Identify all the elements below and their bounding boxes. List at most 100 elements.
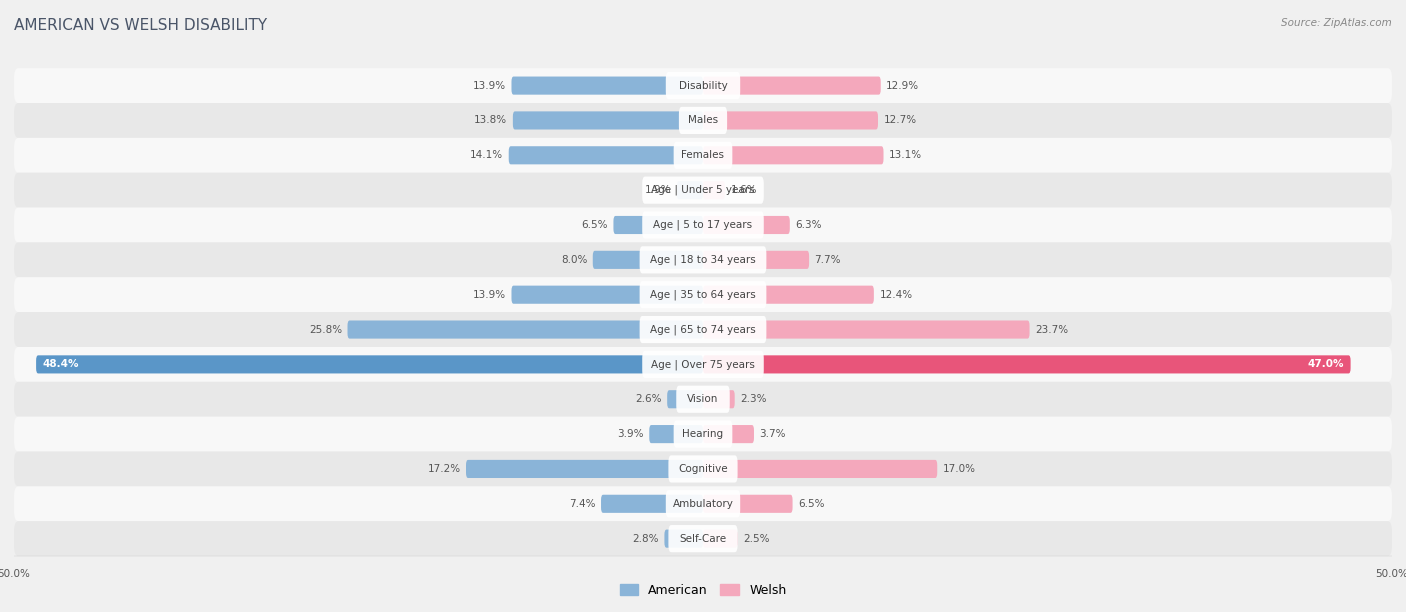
FancyBboxPatch shape [703,181,725,199]
FancyBboxPatch shape [513,111,703,130]
FancyBboxPatch shape [703,529,738,548]
Text: Cognitive: Cognitive [678,464,728,474]
Text: 13.1%: 13.1% [889,151,922,160]
FancyBboxPatch shape [679,107,727,134]
FancyBboxPatch shape [14,277,1392,312]
FancyBboxPatch shape [703,146,883,165]
FancyBboxPatch shape [703,216,790,234]
FancyBboxPatch shape [14,68,1392,103]
Text: Vision: Vision [688,394,718,405]
FancyBboxPatch shape [668,455,738,482]
FancyBboxPatch shape [347,321,703,338]
Text: 6.3%: 6.3% [796,220,823,230]
Text: 25.8%: 25.8% [309,324,342,335]
FancyBboxPatch shape [14,173,1392,207]
Text: Age | 35 to 64 years: Age | 35 to 64 years [650,289,756,300]
FancyBboxPatch shape [703,286,875,304]
FancyBboxPatch shape [673,420,733,448]
FancyBboxPatch shape [14,487,1392,521]
FancyBboxPatch shape [512,76,703,95]
Legend: American, Welsh: American, Welsh [614,579,792,602]
Text: AMERICAN VS WELSH DISABILITY: AMERICAN VS WELSH DISABILITY [14,18,267,34]
Text: 6.5%: 6.5% [582,220,607,230]
Text: Age | 5 to 17 years: Age | 5 to 17 years [654,220,752,230]
Text: 7.4%: 7.4% [569,499,596,509]
Text: 8.0%: 8.0% [561,255,588,265]
FancyBboxPatch shape [703,425,754,443]
Text: 2.3%: 2.3% [740,394,766,405]
Text: 1.6%: 1.6% [731,185,756,195]
Text: 2.8%: 2.8% [633,534,659,543]
Text: Females: Females [682,151,724,160]
Text: 23.7%: 23.7% [1035,324,1069,335]
Text: 12.4%: 12.4% [879,289,912,300]
Text: Age | 18 to 34 years: Age | 18 to 34 years [650,255,756,265]
Text: 7.7%: 7.7% [814,255,841,265]
FancyBboxPatch shape [643,351,763,378]
FancyBboxPatch shape [666,72,740,99]
FancyBboxPatch shape [14,207,1392,242]
FancyBboxPatch shape [673,142,733,169]
FancyBboxPatch shape [509,146,703,165]
FancyBboxPatch shape [643,176,763,204]
FancyBboxPatch shape [14,452,1392,487]
FancyBboxPatch shape [650,425,703,443]
Text: Age | Over 75 years: Age | Over 75 years [651,359,755,370]
Text: 17.2%: 17.2% [427,464,461,474]
Text: Ambulatory: Ambulatory [672,499,734,509]
FancyBboxPatch shape [14,242,1392,277]
FancyBboxPatch shape [14,103,1392,138]
FancyBboxPatch shape [703,494,793,513]
FancyBboxPatch shape [613,216,703,234]
Text: 47.0%: 47.0% [1308,359,1344,370]
FancyBboxPatch shape [640,246,766,274]
FancyBboxPatch shape [668,525,738,552]
FancyBboxPatch shape [703,321,1029,338]
FancyBboxPatch shape [668,390,703,408]
FancyBboxPatch shape [593,251,703,269]
FancyBboxPatch shape [14,417,1392,452]
FancyBboxPatch shape [676,181,703,199]
FancyBboxPatch shape [640,281,766,308]
Text: 13.9%: 13.9% [472,81,506,91]
Text: 1.9%: 1.9% [645,185,671,195]
Text: 2.5%: 2.5% [742,534,769,543]
Text: 14.1%: 14.1% [470,151,503,160]
Text: 13.9%: 13.9% [472,289,506,300]
Text: Age | Under 5 years: Age | Under 5 years [651,185,755,195]
FancyBboxPatch shape [703,251,808,269]
FancyBboxPatch shape [465,460,703,478]
FancyBboxPatch shape [14,312,1392,347]
FancyBboxPatch shape [37,356,703,373]
FancyBboxPatch shape [512,286,703,304]
FancyBboxPatch shape [14,382,1392,417]
Text: 12.7%: 12.7% [883,116,917,125]
FancyBboxPatch shape [14,347,1392,382]
FancyBboxPatch shape [676,386,730,413]
Text: 3.9%: 3.9% [617,429,644,439]
FancyBboxPatch shape [640,316,766,343]
FancyBboxPatch shape [703,76,880,95]
Text: Disability: Disability [679,81,727,91]
FancyBboxPatch shape [666,490,740,517]
Text: Hearing: Hearing [682,429,724,439]
FancyBboxPatch shape [703,356,1351,373]
Text: 12.9%: 12.9% [886,81,920,91]
Text: 3.7%: 3.7% [759,429,786,439]
FancyBboxPatch shape [600,494,703,513]
FancyBboxPatch shape [14,138,1392,173]
Text: 17.0%: 17.0% [943,464,976,474]
Text: Self-Care: Self-Care [679,534,727,543]
FancyBboxPatch shape [703,460,938,478]
Text: 48.4%: 48.4% [44,359,80,370]
FancyBboxPatch shape [643,211,763,239]
Text: Source: ZipAtlas.com: Source: ZipAtlas.com [1281,18,1392,28]
FancyBboxPatch shape [665,529,703,548]
Text: 6.5%: 6.5% [799,499,824,509]
Text: 13.8%: 13.8% [474,116,508,125]
FancyBboxPatch shape [14,521,1392,556]
Text: Males: Males [688,116,718,125]
Text: Age | 65 to 74 years: Age | 65 to 74 years [650,324,756,335]
FancyBboxPatch shape [703,390,735,408]
Text: 2.6%: 2.6% [636,394,662,405]
